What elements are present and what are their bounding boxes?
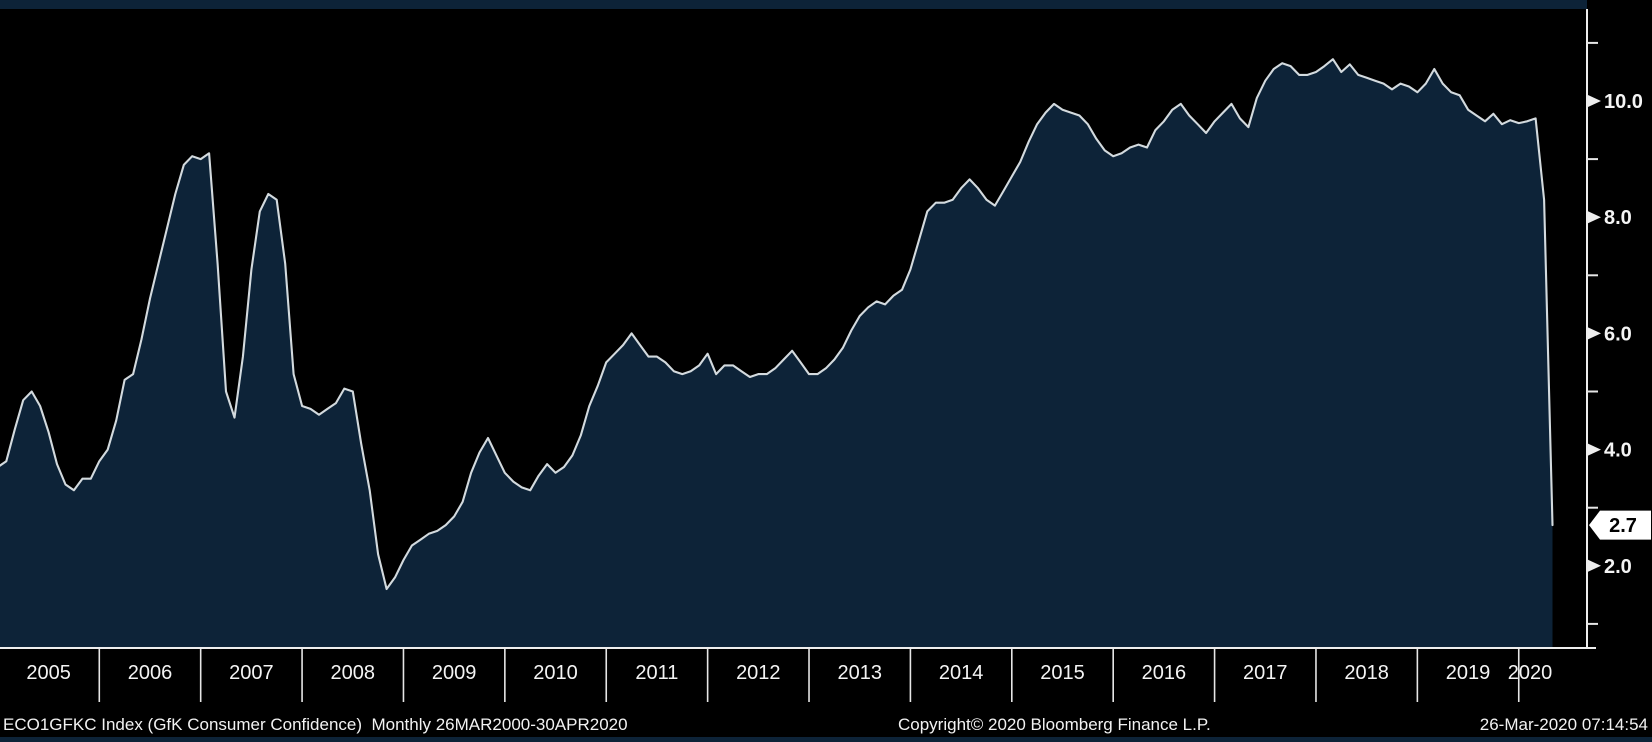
x-tick-label-2014: 2014 <box>939 662 984 684</box>
x-tick-label-2017: 2017 <box>1243 662 1288 684</box>
footer-copyright: Copyright© 2020 Bloomberg Finance L.P. <box>898 715 1211 734</box>
y-tick-label-8.0: 8.0 <box>1604 207 1632 229</box>
x-tick-label-2012: 2012 <box>736 662 781 684</box>
x-tick-label-2011: 2011 <box>635 662 678 684</box>
y-tick-arrow-icon <box>1588 211 1601 224</box>
x-tick-label-2018: 2018 <box>1344 662 1389 684</box>
last-value-label: 2.7 <box>1609 515 1637 537</box>
y-axis-labels: 10.0 8.0 6.0 4.0 2.0 <box>1587 41 1643 625</box>
last-value-badge: 2.7 <box>1589 510 1651 540</box>
area-series <box>0 58 1554 648</box>
footer-timestamp: 26-Mar-2020 07:14:54 <box>1479 715 1648 734</box>
y-tick-arrow-icon <box>1588 443 1601 456</box>
x-tick-label-2009: 2009 <box>432 662 477 684</box>
x-tick-label-2008: 2008 <box>331 662 376 684</box>
y-tick-arrow-icon <box>1588 95 1601 107</box>
chart-frame-bottom-strip <box>0 737 1652 742</box>
axes <box>0 9 1596 649</box>
x-tick-label-2019: 2019 <box>1446 662 1491 684</box>
y-tick-arrow-icon <box>1588 559 1601 572</box>
x-tick-label-2010: 2010 <box>533 662 578 684</box>
x-tick-label-2013: 2013 <box>837 662 882 684</box>
x-tick-label-2005: 2005 <box>26 662 71 684</box>
y-tick-label-6.0: 6.0 <box>1604 323 1632 345</box>
y-tick-label-10.0: 10.0 <box>1604 91 1643 113</box>
x-tick-label-2016: 2016 <box>1142 662 1187 684</box>
x-tick-label-2006: 2006 <box>128 662 173 684</box>
x-tick-label-2020: 2020 <box>1508 662 1553 684</box>
x-axis-year-labels: 2005 2006 2007 2008 2009 2010 2011 2012 2013 2014… <box>26 649 1552 702</box>
x-tick-label-2007: 2007 <box>229 662 274 684</box>
y-tick-label-2.0: 2.0 <box>1604 556 1632 578</box>
y-tick-arrow-icon <box>1588 327 1601 340</box>
x-tick-label-2015: 2015 <box>1040 662 1085 684</box>
chart-frame-top-strip <box>0 0 1587 9</box>
y-tick-label-4.0: 4.0 <box>1604 440 1632 462</box>
footer-security-description: ECO1GFKC Index (GfK Consumer Confidence)… <box>3 715 628 734</box>
